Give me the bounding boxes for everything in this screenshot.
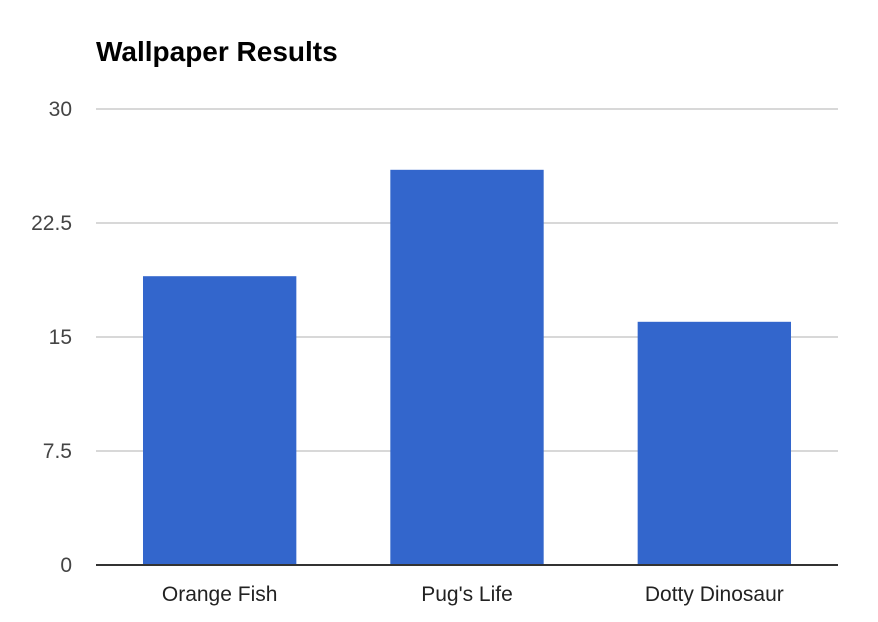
x-tick-label: Orange Fish <box>162 583 278 606</box>
bar <box>142 276 297 565</box>
bar <box>637 321 792 565</box>
y-tick-label: 15 <box>49 326 72 349</box>
chart-title: Wallpaper Results <box>96 36 338 67</box>
y-tick-label: 30 <box>49 98 72 121</box>
y-tick-label: 0 <box>60 554 72 577</box>
bar <box>390 169 544 566</box>
x-tick-label: Dotty Dinosaur <box>645 583 784 606</box>
y-tick-label: 7.5 <box>43 440 72 463</box>
y-tick-label: 22.5 <box>31 212 72 235</box>
x-tick-label: Pug's Life <box>421 583 513 606</box>
